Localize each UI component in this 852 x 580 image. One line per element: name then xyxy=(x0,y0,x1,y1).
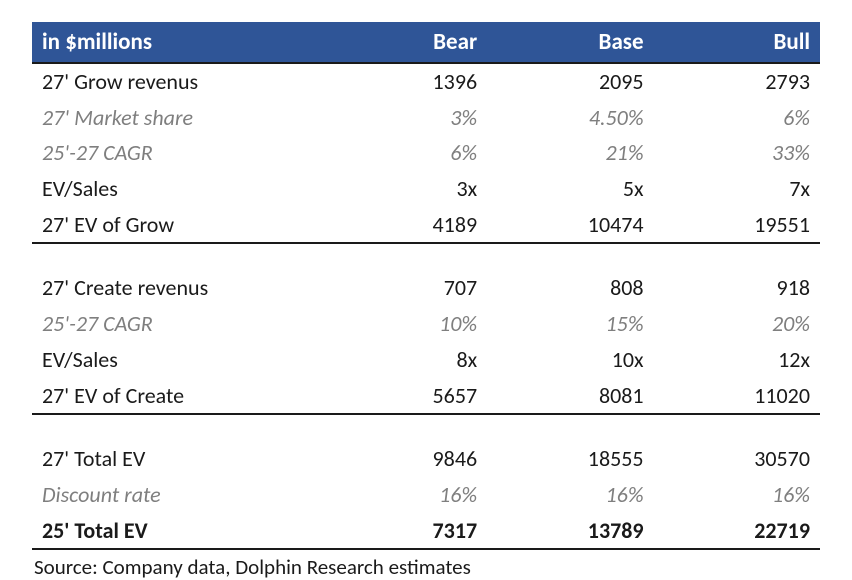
table-row: 27' Market share3%4.50%6% xyxy=(32,100,820,136)
row-value: 16% xyxy=(321,477,487,513)
row-value: 5x xyxy=(487,171,653,207)
row-value: 1396 xyxy=(321,63,487,100)
col-header-bull: Bull xyxy=(654,22,820,63)
row-value: 10474 xyxy=(487,207,653,244)
source-note: Source: Company data, Dolphin Research e… xyxy=(32,550,820,580)
row-value: 16% xyxy=(487,477,653,513)
row-value: 19551 xyxy=(654,207,820,244)
table-row: 27' Total EV98461855530570 xyxy=(32,441,820,477)
row-value: 30570 xyxy=(654,441,820,477)
row-value: 918 xyxy=(654,270,820,306)
row-label: 25'-27 CAGR xyxy=(32,135,321,171)
row-value: 22719 xyxy=(654,513,820,550)
row-value: 13789 xyxy=(487,513,653,550)
row-label: 27' EV of Grow xyxy=(32,207,321,244)
row-value: 8x xyxy=(321,342,487,378)
row-value: 4.50% xyxy=(487,100,653,136)
row-value: 33% xyxy=(654,135,820,171)
table-row: 25'-27 CAGR6%21%33% xyxy=(32,135,820,171)
row-value: 3% xyxy=(321,100,487,136)
row-label: 27' Create revenus xyxy=(32,270,321,306)
row-label: 25'-27 CAGR xyxy=(32,306,321,342)
row-label: 27' Total EV xyxy=(32,441,321,477)
row-value: 18555 xyxy=(487,441,653,477)
row-value: 8081 xyxy=(487,378,653,415)
row-value: 2793 xyxy=(654,63,820,100)
col-header-base: Base xyxy=(487,22,653,63)
table-row: 27' Grow revenus139620952793 xyxy=(32,63,820,100)
table-row: 27' Create revenus707808918 xyxy=(32,270,820,306)
row-label: 27' EV of Create xyxy=(32,378,321,415)
col-header-bear: Bear xyxy=(321,22,487,63)
table-row: EV/Sales3x5x7x xyxy=(32,171,820,207)
row-label: 27' Market share xyxy=(32,100,321,136)
row-value: 6% xyxy=(654,100,820,136)
row-value: 20% xyxy=(654,306,820,342)
table-row xyxy=(32,414,820,441)
row-value: 7317 xyxy=(321,513,487,550)
valuation-table: in $millions Bear Base Bull 27' Grow rev… xyxy=(32,22,820,550)
spacer-cell xyxy=(32,243,820,270)
table-row: 27' EV of Grow41891047419551 xyxy=(32,207,820,244)
table-row: 25'-27 CAGR10%15%20% xyxy=(32,306,820,342)
row-value: 21% xyxy=(487,135,653,171)
row-value: 11020 xyxy=(654,378,820,415)
table-row: EV/Sales8x10x12x xyxy=(32,342,820,378)
row-value: 7x xyxy=(654,171,820,207)
row-value: 2095 xyxy=(487,63,653,100)
row-value: 10x xyxy=(487,342,653,378)
row-label: EV/Sales xyxy=(32,342,321,378)
row-value: 9846 xyxy=(321,441,487,477)
table-container: in $millions Bear Base Bull 27' Grow rev… xyxy=(0,0,852,580)
row-value: 6% xyxy=(321,135,487,171)
row-value: 16% xyxy=(654,477,820,513)
table-row: Discount rate16%16%16% xyxy=(32,477,820,513)
row-label: EV/Sales xyxy=(32,171,321,207)
row-value: 5657 xyxy=(321,378,487,415)
row-label: Discount rate xyxy=(32,477,321,513)
row-value: 3x xyxy=(321,171,487,207)
spacer-cell xyxy=(32,414,820,441)
row-value: 4189 xyxy=(321,207,487,244)
row-value: 707 xyxy=(321,270,487,306)
table-row: 25' Total EV73171378922719 xyxy=(32,513,820,550)
row-value: 808 xyxy=(487,270,653,306)
table-row: 27' EV of Create5657808111020 xyxy=(32,378,820,415)
table-row xyxy=(32,243,820,270)
col-header-label: in $millions xyxy=(32,22,321,63)
row-label: 27' Grow revenus xyxy=(32,63,321,100)
row-label: 25' Total EV xyxy=(32,513,321,550)
row-value: 15% xyxy=(487,306,653,342)
row-value: 12x xyxy=(654,342,820,378)
row-value: 10% xyxy=(321,306,487,342)
table-header-row: in $millions Bear Base Bull xyxy=(32,22,820,63)
